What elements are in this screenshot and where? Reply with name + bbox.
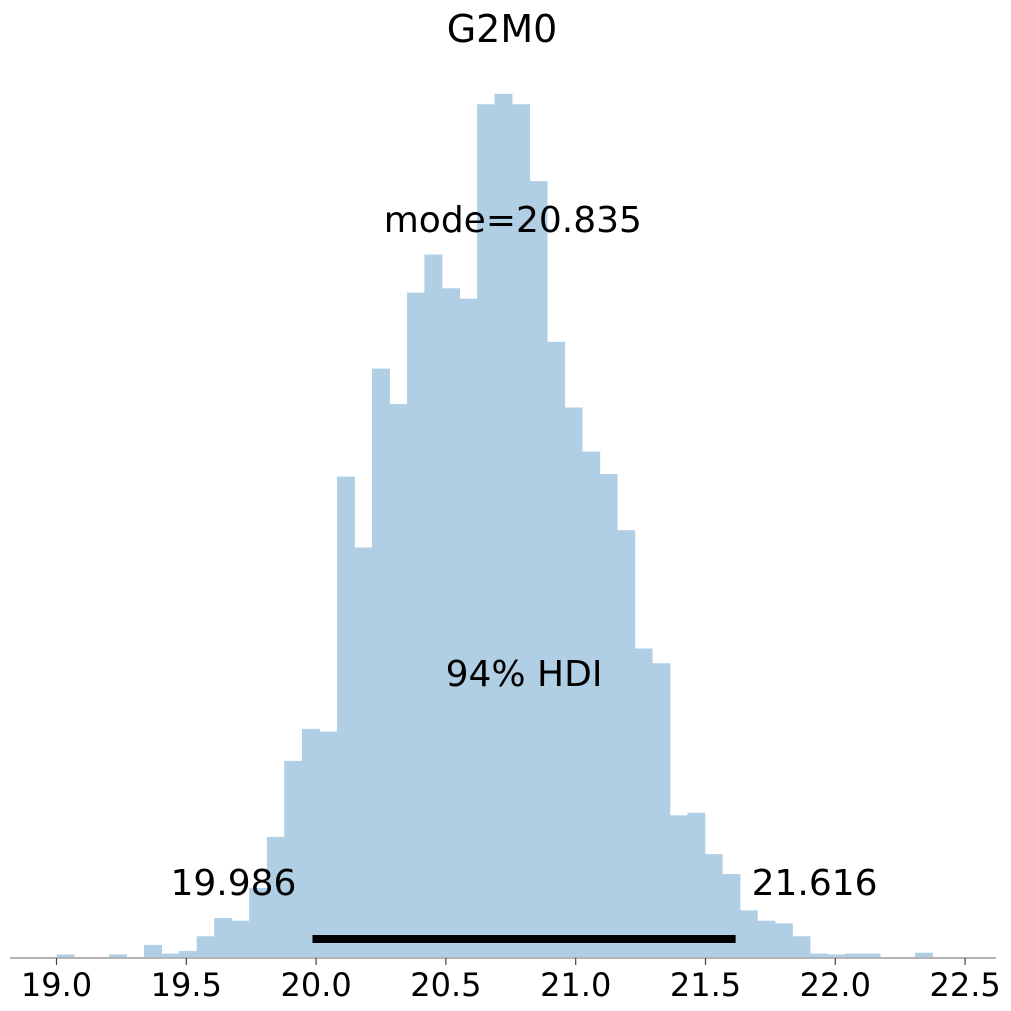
mode-label: mode=20.835 xyxy=(384,200,642,241)
histogram-bar xyxy=(617,530,636,957)
histogram-bar xyxy=(862,953,881,957)
histogram-bar xyxy=(459,298,478,957)
x-tick-label: 22.5 xyxy=(929,966,1000,1004)
histogram-bar xyxy=(231,920,250,957)
histogram-bar xyxy=(389,404,408,957)
histogram-bar xyxy=(424,254,443,957)
histogram-bar xyxy=(652,663,671,957)
hdi-label: 94% HDI xyxy=(446,654,603,695)
histogram-bar xyxy=(704,854,723,957)
histogram-bar xyxy=(319,731,338,957)
hdi-low-label: 19.986 xyxy=(170,863,296,904)
histogram-bar xyxy=(56,954,75,957)
histogram-bar xyxy=(827,954,846,957)
x-tick-label: 21.0 xyxy=(540,966,611,1004)
histogram-bar xyxy=(669,815,688,957)
histogram-bar xyxy=(582,451,601,957)
histogram-bar xyxy=(722,874,741,957)
histogram-bar xyxy=(687,812,706,957)
histogram-bar xyxy=(179,950,198,957)
x-axis-ticks: 19.0 19.5 20.0 20.5 21.0 21.5 22.0 22.5 xyxy=(21,958,1001,1004)
histogram-bars xyxy=(56,93,933,958)
x-tick-label: 20.0 xyxy=(280,966,351,1004)
histogram-bar xyxy=(284,760,303,957)
histogram-bar xyxy=(915,952,933,957)
histogram-bar xyxy=(564,407,583,957)
histogram-bar xyxy=(144,944,162,957)
histogram-bar xyxy=(442,288,460,957)
histogram-bar xyxy=(599,474,618,957)
histogram-bar xyxy=(214,918,233,957)
histogram-bar xyxy=(792,936,811,957)
histogram-bar xyxy=(529,181,548,957)
histogram-bar xyxy=(757,920,776,957)
histogram-bar xyxy=(301,728,320,957)
histogram-bar xyxy=(634,648,653,957)
histogram-bar xyxy=(407,292,425,958)
histogram-bar xyxy=(109,954,127,957)
histogram-bar xyxy=(774,923,793,957)
x-tick-label: 19.0 xyxy=(21,966,92,1004)
histogram-bar xyxy=(844,953,863,957)
histogram-bar xyxy=(494,93,513,958)
histogram-bar xyxy=(371,368,390,957)
x-tick-label: 20.5 xyxy=(410,966,481,1004)
histogram-bar xyxy=(249,887,268,957)
histogram-bar xyxy=(354,547,373,957)
histogram-bar xyxy=(739,910,758,957)
x-tick-label: 19.5 xyxy=(151,966,222,1004)
histogram-bar xyxy=(196,936,215,957)
hdi-high-label: 21.616 xyxy=(752,863,878,904)
histogram-bar xyxy=(809,953,828,957)
chart-title: G2M0 xyxy=(447,7,558,51)
histogram-bar xyxy=(336,476,355,957)
histogram-bar xyxy=(266,836,285,957)
histogram-bar xyxy=(512,104,531,958)
x-tick-label: 21.5 xyxy=(670,966,741,1004)
histogram-bar xyxy=(477,104,496,958)
histogram-bar xyxy=(161,953,180,957)
x-tick-label: 22.0 xyxy=(800,966,871,1004)
histogram-bar xyxy=(547,341,566,958)
